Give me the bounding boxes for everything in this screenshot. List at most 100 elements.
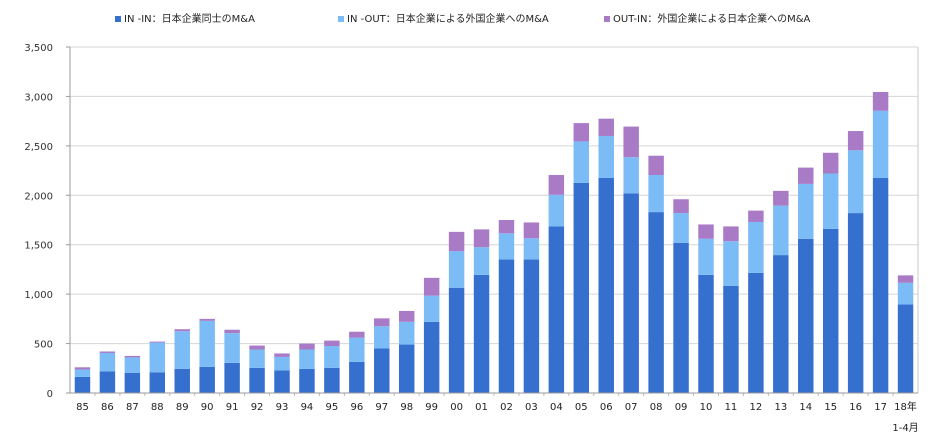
bar-segment-in-in (872, 177, 889, 393)
bar-segment-in-out (398, 321, 415, 345)
bar-segment-out-in (124, 355, 141, 358)
x-tick-label: 86 (101, 402, 114, 413)
bar-segment-out-in (448, 231, 465, 252)
bar-segment-out-in (199, 318, 215, 321)
legend-label: IN -IN：日本企業同士のM&A (124, 12, 255, 25)
bar-segment-out-in (673, 199, 689, 214)
bar-segment-out-in (523, 222, 540, 239)
x-tick-label: 97 (375, 402, 388, 413)
x-tick-label: 89 (176, 402, 189, 413)
bars (74, 91, 914, 393)
x-tick-label: 06 (600, 402, 613, 413)
bar-segment-out-in (897, 275, 914, 283)
bar-segment-out-in (274, 353, 290, 357)
bar-segment-in-in (299, 368, 315, 393)
bar-segment-in-in (847, 213, 864, 393)
bar-segment-in-in (897, 304, 914, 393)
bar-segment-in-in (274, 370, 290, 393)
y-tick-label: 3,500 (24, 43, 53, 54)
bar-segment-out-in (773, 190, 789, 206)
bar-segment-in-in (498, 259, 515, 393)
bar-segment-out-in (723, 226, 739, 242)
x-tick-label: 13 (774, 402, 787, 413)
bar-segment-out-in (872, 91, 889, 111)
bar-segment-in-out (174, 331, 190, 369)
x-tick-label: 11 (725, 402, 738, 413)
legend-swatch (338, 16, 344, 22)
x-tick-label: 16 (849, 402, 862, 413)
x-tick-label: 96 (350, 402, 363, 413)
bar-segment-in-in (99, 371, 116, 393)
y-tick-label: 2,500 (24, 142, 53, 153)
bar-segment-in-out (822, 173, 839, 229)
bar-segment-in-out (897, 282, 914, 305)
x-tick-label: 87 (126, 402, 139, 413)
x-tick-label: 02 (500, 402, 513, 413)
x-tick-label: 14 (799, 402, 812, 413)
bar-segment-in-in (773, 255, 789, 393)
x-axis: 85 86 87 88 89 90 91 92 93 94 95 96 97 98 99 00 01 02 03 04… (70, 392, 919, 434)
bar-segment-in-out (249, 349, 265, 368)
legend-swatch (115, 16, 121, 22)
bar-segment-in-out (872, 110, 889, 178)
bar-segment-in-in (822, 228, 839, 393)
bar-segment-in-out (498, 233, 515, 260)
y-tick-label: 0 (47, 389, 53, 400)
x-tick-sublabel: 1-4月 (892, 422, 918, 434)
x-tick-label: 10 (700, 402, 713, 413)
legend: IN -IN：日本企業同士のM&A IN -OUT：日本企業による外国企業へのM&… (115, 12, 811, 25)
x-tick-label: 95 (326, 402, 339, 413)
bar-segment-out-in (324, 340, 340, 347)
x-tick-label: 03 (525, 402, 538, 413)
bar-segment-out-in (249, 345, 265, 350)
bar-segment-out-in (224, 329, 240, 334)
bar-segment-in-in (523, 259, 540, 393)
bar-segment-out-in (398, 310, 415, 322)
bar-segment-out-in (847, 131, 864, 151)
bar-segment-out-in (822, 152, 839, 174)
bar-segment-in-out (548, 194, 565, 227)
bar-segment-out-in (149, 341, 166, 343)
x-tick-label: 85 (76, 402, 89, 413)
bar-segment-in-out (199, 320, 215, 367)
bar-segment-out-in (573, 123, 590, 142)
bar-segment-in-out (448, 251, 465, 288)
y-tick-label: 500 (34, 340, 53, 351)
bar-segment-in-in (723, 285, 739, 393)
bar-segment-out-in (598, 118, 614, 136)
bar-segment-in-out (99, 352, 116, 372)
bar-segment-out-in (548, 175, 565, 195)
bar-segment-in-out (798, 183, 814, 239)
legend-label: OUT-IN：外国企業による日本企業へのM&A (613, 12, 811, 25)
bar-segment-in-out (224, 333, 240, 363)
bar-segment-in-out (723, 241, 739, 286)
bar-segment-out-in (748, 210, 764, 222)
bar-segment-in-in (748, 272, 764, 393)
bar-segment-out-in (174, 329, 190, 332)
x-tick-label: 01 (475, 402, 488, 413)
bar-segment-in-out (847, 150, 864, 214)
x-tick-label: 08 (650, 402, 663, 413)
x-tick-label: 93 (276, 402, 289, 413)
bar-segment-in-out (324, 346, 340, 368)
bar-segment-out-in (698, 224, 714, 239)
bar-segment-in-in (598, 177, 614, 393)
x-tick-label: 04 (550, 402, 563, 413)
y-tick-label: 1,500 (24, 241, 53, 252)
bar-segment-out-in (74, 367, 91, 370)
bar-segment-in-in (448, 287, 465, 393)
bar-segment-in-out (149, 342, 166, 373)
x-tick-label: 00 (450, 402, 463, 413)
bar-segment-in-out (773, 205, 789, 256)
bar-segment-in-in (398, 344, 415, 393)
legend-label: IN -OUT：日本企業による外国企業へのM&A (347, 12, 549, 25)
bar-segment-in-in (573, 182, 590, 393)
bar-segment-out-in (623, 126, 639, 158)
x-tick-label: 17 (874, 402, 887, 413)
bar-segment-in-in (249, 367, 265, 393)
bar-segment-in-out (573, 141, 590, 183)
bar-segment-in-out (623, 157, 639, 194)
x-tick-label: 88 (151, 402, 164, 413)
bar-segment-out-in (99, 351, 116, 353)
